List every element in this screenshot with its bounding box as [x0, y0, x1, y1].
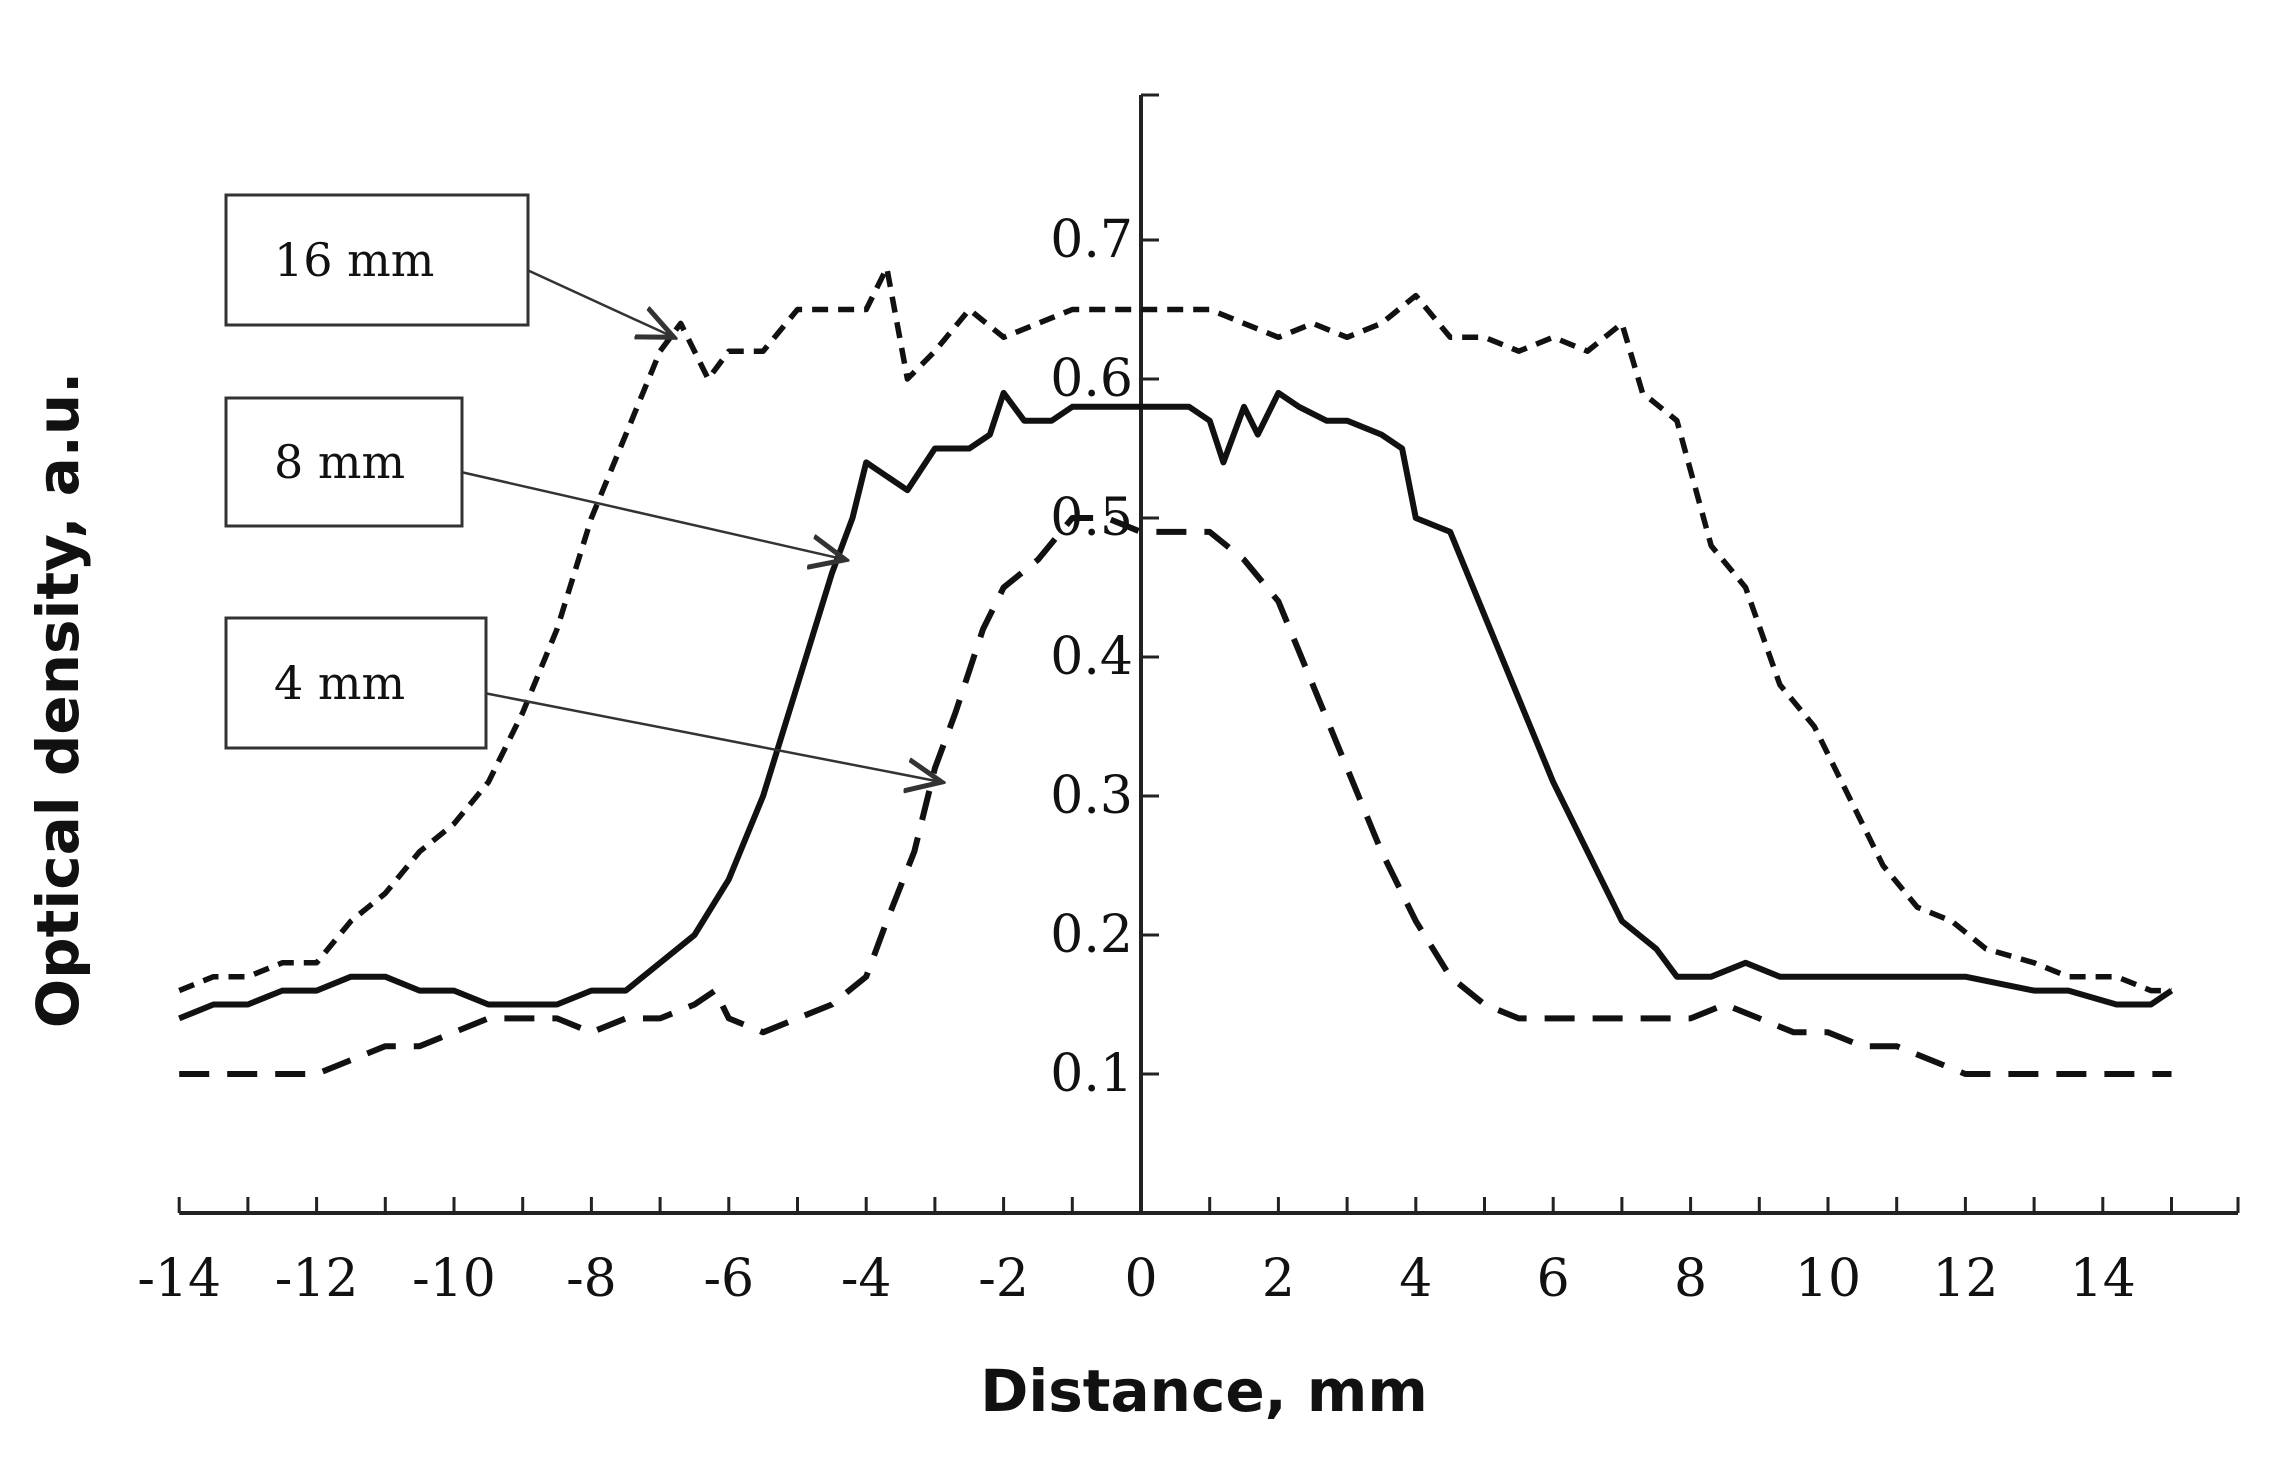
y-axis-title: Optical density, a.u.	[24, 372, 92, 1028]
callout-label: 8 mm	[274, 435, 405, 489]
y-tick-label: 0.2	[1050, 905, 1133, 965]
x-axis-title: Distance, mm	[980, 1357, 1428, 1425]
y-tick-label: 0.4	[1050, 627, 1133, 687]
x-tick-label: 6	[1537, 1249, 1570, 1309]
x-tick-label: 4	[1399, 1249, 1432, 1309]
series-line-16-mm	[178, 265, 2172, 994]
x-tick-label: -12	[275, 1249, 359, 1309]
callout-layer: 16 mm 8 mm 4 mm	[224, 193, 942, 782]
callout-box	[224, 396, 464, 528]
x-tick-label: 10	[1795, 1249, 1861, 1309]
series-line-4-mm	[179, 515, 2172, 1077]
callout-label: 16 mm	[274, 233, 434, 287]
x-tick-label: 14	[2070, 1249, 2136, 1309]
callout-box	[224, 616, 488, 750]
x-axis: -14 -12 -10 -8 -6 -4 -2 0 2 4 6 8 10 12 14	[137, 1197, 2240, 1309]
y-tick-label: 0.6	[1050, 349, 1133, 409]
callout-label: 4 mm	[274, 656, 405, 710]
x-tick-label: -14	[137, 1249, 221, 1309]
x-tick-label: 8	[1674, 1249, 1707, 1309]
x-tick-label: 0	[1124, 1249, 1157, 1309]
series-line-8-mm	[178, 389, 2174, 1022]
callout-arrow	[485, 692, 942, 782]
y-axis: 0.10.20.30.40.50.60.7	[1050, 93, 1159, 1213]
x-tick-label: -8	[566, 1249, 617, 1309]
x-tick-label: -4	[841, 1249, 892, 1309]
y-tick-label: 0.1	[1050, 1044, 1133, 1104]
callout-box	[224, 193, 530, 327]
y-tick-label: 0.7	[1050, 210, 1133, 270]
x-tick-label: 2	[1262, 1249, 1295, 1309]
x-tick-label: -10	[412, 1249, 496, 1309]
series-layer	[178, 265, 2174, 1077]
callout-arrow	[461, 471, 846, 559]
x-tick-label: -2	[978, 1249, 1029, 1309]
x-tick-label: -6	[703, 1249, 754, 1309]
y-tick-label: 0.3	[1050, 766, 1133, 826]
callout-arrow	[527, 269, 674, 337]
x-tick-label: 12	[1932, 1249, 1998, 1309]
